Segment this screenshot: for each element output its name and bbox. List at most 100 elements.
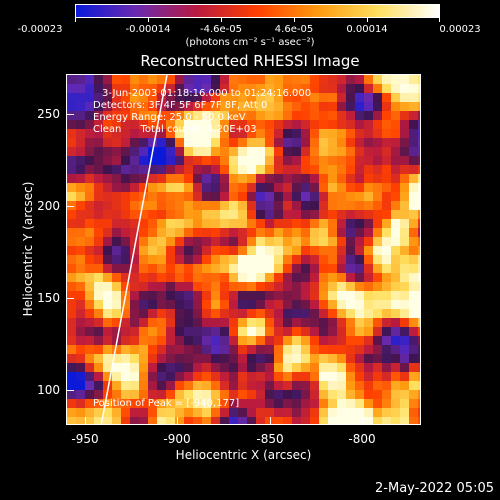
heatmap-cell (148, 372, 157, 381)
heatmap-cell (319, 138, 328, 147)
heatmap-cell (76, 381, 85, 390)
heatmap-cell (103, 120, 112, 129)
heatmap-cell (310, 399, 319, 408)
heatmap-cell (247, 381, 256, 390)
heatmap-cell (202, 408, 211, 417)
heatmap-cell (373, 246, 382, 255)
heatmap-cell (400, 300, 409, 309)
heatmap-cell (400, 318, 409, 327)
heatmap-cell (364, 273, 373, 282)
heatmap-cell (202, 156, 211, 165)
heatmap-cell (157, 120, 166, 129)
heatmap-cell (373, 219, 382, 228)
heatmap-cell (418, 399, 420, 408)
heatmap-cell (337, 372, 346, 381)
heatmap-cell (247, 210, 256, 219)
colorbar-tick (75, 17, 76, 22)
heatmap-cell (328, 102, 337, 111)
heatmap-cell (382, 165, 391, 174)
heatmap-cell (256, 408, 265, 417)
heatmap-cell (283, 138, 292, 147)
heatmap-cell (256, 273, 265, 282)
heatmap-cell (112, 147, 121, 156)
heatmap-cell (211, 318, 220, 327)
heatmap-cell (256, 354, 265, 363)
heatmap-cell (130, 381, 139, 390)
heatmap-cell (418, 390, 420, 399)
y-tick-label: 250 (37, 107, 60, 121)
heatmap-cell (94, 282, 103, 291)
heatmap-cell (103, 210, 112, 219)
heatmap-cell (355, 246, 364, 255)
heatmap-cell (346, 300, 355, 309)
heatmap-cell (337, 111, 346, 120)
heatmap-cell (400, 219, 409, 228)
heatmap-cell (229, 138, 238, 147)
heatmap-cell (319, 147, 328, 156)
heatmap-cell (157, 147, 166, 156)
heatmap-cell (148, 408, 157, 417)
heatmap-cell (301, 201, 310, 210)
heatmap-cell (319, 156, 328, 165)
heatmap-cell (94, 354, 103, 363)
heatmap-cell (328, 255, 337, 264)
heatmap-cell (103, 228, 112, 237)
heatmap-cell (193, 120, 202, 129)
heatmap-cell (76, 336, 85, 345)
heatmap-cell (247, 327, 256, 336)
heatmap-cell (67, 399, 76, 408)
heatmap-cell (310, 363, 319, 372)
heatmap-cell (373, 255, 382, 264)
heatmap-cell (391, 111, 400, 120)
heatmap-cell (265, 192, 274, 201)
heatmap-cell (184, 363, 193, 372)
heatmap-cell (364, 192, 373, 201)
heatmap-cell (364, 363, 373, 372)
heatmap-cell (283, 372, 292, 381)
heatmap-cell (202, 93, 211, 102)
heatmap-cell (319, 264, 328, 273)
heatmap-cell (301, 255, 310, 264)
heatmap-cell (409, 336, 418, 345)
heatmap-cell (319, 219, 328, 228)
heatmap-cell (265, 408, 274, 417)
heatmap-cell (166, 417, 175, 424)
heatmap-cell (328, 219, 337, 228)
heatmap-cell (148, 282, 157, 291)
heatmap-cell (202, 102, 211, 111)
heatmap-cell (274, 336, 283, 345)
heatmap-cell (139, 327, 148, 336)
heatmap-cell (310, 318, 319, 327)
heatmap-cell (175, 336, 184, 345)
heatmap-cell (337, 345, 346, 354)
heatmap-cell (139, 138, 148, 147)
heatmap-cell (274, 111, 283, 120)
heatmap-cell (283, 201, 292, 210)
heatmap-cell (85, 84, 94, 93)
heatmap-cell (337, 156, 346, 165)
heatmap-cell (409, 75, 418, 84)
heatmap-cell (139, 183, 148, 192)
heatmap-cell (310, 309, 319, 318)
heatmap-cell (220, 309, 229, 318)
heatmap-cell (67, 300, 76, 309)
heatmap-cell (166, 264, 175, 273)
heatmap-cell (409, 282, 418, 291)
heatmap-cell (166, 129, 175, 138)
heatmap-cell (229, 354, 238, 363)
heatmap-cell (256, 84, 265, 93)
heatmap-cell (364, 111, 373, 120)
heatmap-cell (229, 147, 238, 156)
heatmap-cell (94, 246, 103, 255)
heatmap-cell (391, 129, 400, 138)
heatmap-cell (103, 318, 112, 327)
heatmap-cell (346, 147, 355, 156)
heatmap-cell (355, 264, 364, 273)
heatmap-cell (94, 336, 103, 345)
heatmap-cell (76, 165, 85, 174)
heatmap-cell (418, 264, 420, 273)
heatmap-cell (238, 381, 247, 390)
heatmap-cell (67, 345, 76, 354)
heatmap-cell (175, 111, 184, 120)
heatmap-cell (229, 300, 238, 309)
